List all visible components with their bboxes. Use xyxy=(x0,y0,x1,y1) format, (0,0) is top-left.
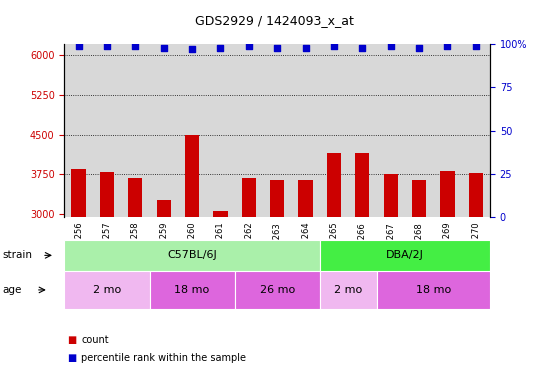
Bar xyxy=(327,153,341,374)
Point xyxy=(472,43,480,49)
Text: ■: ■ xyxy=(67,335,77,345)
Point xyxy=(443,43,452,49)
Text: percentile rank within the sample: percentile rank within the sample xyxy=(81,353,246,363)
Bar xyxy=(376,271,490,309)
Point xyxy=(329,43,338,49)
Bar xyxy=(270,180,284,374)
Point xyxy=(273,45,282,51)
Bar xyxy=(412,180,426,374)
Bar xyxy=(128,178,142,374)
Bar xyxy=(320,240,490,271)
Text: count: count xyxy=(81,335,109,345)
Text: 26 mo: 26 mo xyxy=(260,285,295,295)
Bar xyxy=(72,169,86,374)
Point xyxy=(159,45,168,51)
Bar xyxy=(185,135,199,374)
Bar xyxy=(384,174,398,374)
Bar xyxy=(64,240,320,271)
Text: GDS2929 / 1424093_x_at: GDS2929 / 1424093_x_at xyxy=(195,14,354,27)
Point xyxy=(216,45,225,51)
Bar xyxy=(242,178,256,374)
Bar xyxy=(150,271,235,309)
Bar xyxy=(157,200,171,374)
Text: DBA/2J: DBA/2J xyxy=(386,250,424,260)
Text: strain: strain xyxy=(3,250,33,260)
Text: 18 mo: 18 mo xyxy=(175,285,209,295)
Bar xyxy=(440,171,455,374)
Point xyxy=(131,43,140,49)
Text: C57BL/6J: C57BL/6J xyxy=(167,250,217,260)
Point xyxy=(102,43,111,49)
Bar xyxy=(355,153,370,374)
Bar xyxy=(235,271,320,309)
Text: 2 mo: 2 mo xyxy=(334,285,362,295)
Bar xyxy=(469,173,483,374)
Point xyxy=(244,43,253,49)
Point xyxy=(188,46,197,52)
Bar xyxy=(298,180,312,374)
Bar xyxy=(213,211,227,374)
Bar xyxy=(320,271,376,309)
Point xyxy=(301,45,310,51)
Text: 18 mo: 18 mo xyxy=(416,285,451,295)
Point xyxy=(386,43,395,49)
Text: 2 mo: 2 mo xyxy=(93,285,121,295)
Text: age: age xyxy=(3,285,22,295)
Bar xyxy=(64,271,150,309)
Bar xyxy=(100,172,114,374)
Point xyxy=(358,45,367,51)
Text: ■: ■ xyxy=(67,353,77,363)
Point xyxy=(74,43,83,49)
Point xyxy=(414,45,423,51)
